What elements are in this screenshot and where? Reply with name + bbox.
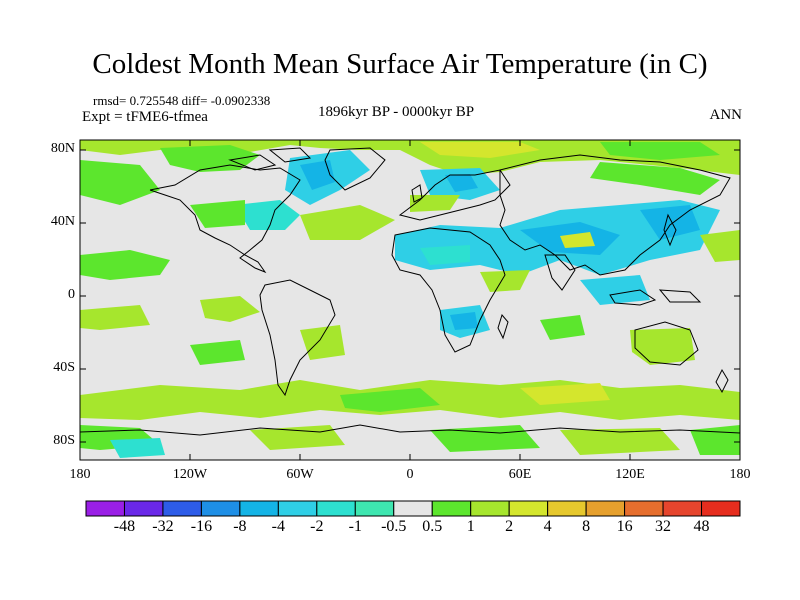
y-tick-label-40s: 40S xyxy=(53,360,75,375)
x-tick-label-0: 0 xyxy=(406,467,414,482)
colorbar-swatch xyxy=(123,500,164,517)
x-tick-label-60e: 60E xyxy=(508,467,532,482)
stats-text: rmsd= 0.725548 diff= -0.0902338 xyxy=(93,93,271,108)
colorbar-swatch xyxy=(162,500,202,517)
x-tick-label-60w: 60W xyxy=(286,467,314,482)
colorbar-swatch xyxy=(624,500,664,517)
colorbar-swatch xyxy=(585,500,626,517)
colorbar-label: -1 xyxy=(348,518,362,535)
colorbar-swatch xyxy=(470,500,510,517)
season-text: ANN xyxy=(709,107,743,123)
period-text: 1896kyr BP - 0000kyr BP xyxy=(318,104,475,120)
colorbar-label: -16 xyxy=(190,518,213,535)
colorbar-label: 2 xyxy=(505,518,514,535)
colorbar-swatch xyxy=(508,500,549,517)
colorbar-label: 0.5 xyxy=(422,518,443,535)
colorbar-label: -48 xyxy=(113,518,136,535)
colorbar-swatch xyxy=(239,500,279,517)
colorbar-swatch xyxy=(701,500,741,517)
colorbar-label: 32 xyxy=(655,518,672,535)
colorbar-label: 48 xyxy=(693,518,710,535)
colorbar-swatch xyxy=(354,500,395,517)
colorbar-swatch xyxy=(662,500,703,517)
x-tick-label-120w: 120W xyxy=(172,467,208,482)
colorbar-label: -4 xyxy=(271,518,285,535)
colorbar-label: 8 xyxy=(582,518,591,535)
colorbar-swatch xyxy=(431,500,472,517)
colorbar-label: 16 xyxy=(616,518,633,535)
map-title: Coldest Month Mean Surface Air Temperatu… xyxy=(92,48,708,80)
colorbar-swatch xyxy=(547,500,587,517)
colorbar-label: -2 xyxy=(310,518,324,535)
colorbar-swatch xyxy=(393,500,433,517)
x-tick-label-120e: 120E xyxy=(615,467,645,482)
colorbar-label: -32 xyxy=(152,518,174,535)
colorbar-swatch xyxy=(85,500,125,517)
x-tick-label-180w: 180 xyxy=(69,467,91,482)
colorbar-label: 4 xyxy=(543,518,552,535)
y-tick-label-80s: 80S xyxy=(53,433,75,448)
y-tick-label-40n: 40N xyxy=(50,214,75,229)
coastlines xyxy=(79,147,741,436)
colorbar-label: -0.5 xyxy=(381,518,407,535)
y-tick-label-0: 0 xyxy=(68,287,75,302)
experiment-text: Expt = tFME6-tfmea xyxy=(82,109,208,125)
colorbar-swatch xyxy=(200,500,241,517)
colorbar-swatch xyxy=(316,500,356,517)
colorbar-label: -8 xyxy=(233,518,247,535)
colorbar-swatch xyxy=(277,500,318,517)
colorbar-label: 1 xyxy=(466,518,475,535)
axis-ticks xyxy=(80,140,740,460)
y-tick-label-80n: 80N xyxy=(50,141,75,156)
x-tick-label-180e: 180 xyxy=(729,467,751,482)
